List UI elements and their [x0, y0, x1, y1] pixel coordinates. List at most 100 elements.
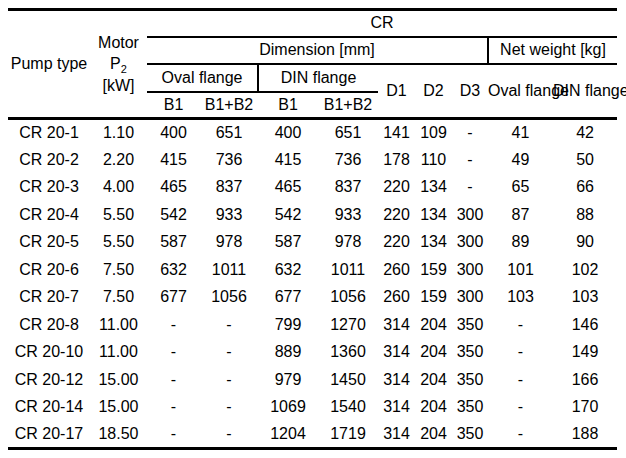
value-cell: 11.00 — [90, 311, 147, 339]
value-cell: - — [147, 339, 200, 367]
value-cell: 103 — [553, 284, 617, 312]
pump-type-cell: CR 20-3 — [8, 174, 90, 202]
value-cell: - — [200, 339, 258, 367]
table-row: CR 20-45.505429335429332201343008788 — [8, 201, 617, 229]
value-cell: 1056 — [200, 284, 258, 312]
value-cell: 465 — [147, 174, 200, 202]
pump-type-cell: CR 20-10 — [8, 339, 90, 367]
pump-type-cell: CR 20-5 — [8, 229, 90, 257]
value-cell: 350 — [452, 421, 488, 449]
value-cell: 314 — [378, 366, 415, 394]
motor-p-subscript: 2 — [121, 64, 127, 76]
value-cell: 90 — [553, 229, 617, 257]
value-cell: 188 — [553, 421, 617, 449]
value-cell: 18.50 — [90, 421, 147, 449]
value-cell: - — [200, 311, 258, 339]
motor-power-header: Motor P2 [kW] — [90, 10, 147, 119]
pump-spec-table: Pump type Motor P2 [kW] CR Dimension [mm… — [8, 8, 617, 450]
value-cell: 632 — [258, 256, 318, 284]
value-cell: 677 — [258, 284, 318, 312]
motor-p-symbol: P2 — [110, 55, 127, 72]
table-row: CR 20-77.5067710566771056260159300103103 — [8, 284, 617, 312]
value-cell: 7.50 — [90, 256, 147, 284]
value-cell: 101 — [488, 256, 553, 284]
value-cell: 1011 — [200, 256, 258, 284]
value-cell: 49 — [488, 146, 553, 174]
value-cell: 5.50 — [90, 229, 147, 257]
pump-type-header: Pump type — [8, 10, 90, 119]
value-cell: 1056 — [318, 284, 378, 312]
value-cell: 350 — [452, 339, 488, 367]
value-cell: - — [452, 119, 488, 147]
b1b2-din-header: B1+B2 — [318, 92, 378, 119]
value-cell: 1450 — [318, 366, 378, 394]
value-cell: 15.00 — [90, 366, 147, 394]
pump-type-cell: CR 20-1 — [8, 119, 90, 147]
value-cell: 42 — [553, 119, 617, 147]
table-row: CR 20-11.10400651400651141109-4142 — [8, 119, 617, 147]
pump-type-cell: CR 20-12 — [8, 366, 90, 394]
value-cell: 300 — [452, 256, 488, 284]
pump-spec-sheet: Pump type Motor P2 [kW] CR Dimension [mm… — [0, 0, 626, 458]
value-cell: 15.00 — [90, 394, 147, 422]
value-cell: 350 — [452, 311, 488, 339]
value-cell: 170 — [553, 394, 617, 422]
value-cell: 134 — [415, 229, 452, 257]
value-cell: 1011 — [318, 256, 378, 284]
value-cell: 1270 — [318, 311, 378, 339]
value-cell: 220 — [378, 229, 415, 257]
pump-type-cell: CR 20-7 — [8, 284, 90, 312]
value-cell: 204 — [415, 421, 452, 449]
value-cell: - — [488, 339, 553, 367]
table-row: CR 20-1215.00--9791450314204350-166 — [8, 366, 617, 394]
value-cell: 837 — [200, 174, 258, 202]
pump-type-cell: CR 20-2 — [8, 146, 90, 174]
value-cell: 103 — [488, 284, 553, 312]
net-weight-group-header: Net weight [kg] — [488, 37, 617, 64]
value-cell: 933 — [200, 201, 258, 229]
value-cell: 736 — [200, 146, 258, 174]
value-cell: - — [200, 421, 258, 449]
value-cell: 978 — [200, 229, 258, 257]
value-cell: 166 — [553, 366, 617, 394]
table-row: CR 20-811.00--7991270314204350-146 — [8, 311, 617, 339]
value-cell: 1069 — [258, 394, 318, 422]
header-row-cr: Pump type Motor P2 [kW] CR — [8, 10, 617, 37]
value-cell: 109 — [415, 119, 452, 147]
value-cell: 542 — [147, 201, 200, 229]
value-cell: - — [147, 421, 200, 449]
value-cell: - — [452, 174, 488, 202]
table-row: CR 20-22.20415736415736178110-4950 — [8, 146, 617, 174]
oval-flange-weight-header: Oval flange — [488, 64, 553, 119]
value-cell: 4.00 — [90, 174, 147, 202]
d2-header: D2 — [415, 64, 452, 119]
value-cell: - — [488, 366, 553, 394]
value-cell: 350 — [452, 366, 488, 394]
value-cell: 149 — [553, 339, 617, 367]
value-cell: 837 — [318, 174, 378, 202]
value-cell: 66 — [553, 174, 617, 202]
table-row: CR 20-1011.00--8891360314204350-149 — [8, 339, 617, 367]
value-cell: 1.10 — [90, 119, 147, 147]
value-cell: - — [147, 366, 200, 394]
value-cell: - — [488, 311, 553, 339]
value-cell: 300 — [452, 229, 488, 257]
value-cell: 400 — [147, 119, 200, 147]
value-cell: 220 — [378, 201, 415, 229]
value-cell: 41 — [488, 119, 553, 147]
b1b2-oval-header: B1+B2 — [200, 92, 258, 119]
value-cell: 799 — [258, 311, 318, 339]
value-cell: 204 — [415, 339, 452, 367]
value-cell: 587 — [147, 229, 200, 257]
value-cell: 88 — [553, 201, 617, 229]
value-cell: 110 — [415, 146, 452, 174]
b1-din-header: B1 — [258, 92, 318, 119]
table-row: CR 20-34.00465837465837220134-6566 — [8, 174, 617, 202]
value-cell: 300 — [452, 284, 488, 312]
value-cell: 632 — [147, 256, 200, 284]
value-cell: 204 — [415, 366, 452, 394]
value-cell: 314 — [378, 311, 415, 339]
value-cell: - — [488, 421, 553, 449]
value-cell: 587 — [258, 229, 318, 257]
value-cell: - — [452, 146, 488, 174]
